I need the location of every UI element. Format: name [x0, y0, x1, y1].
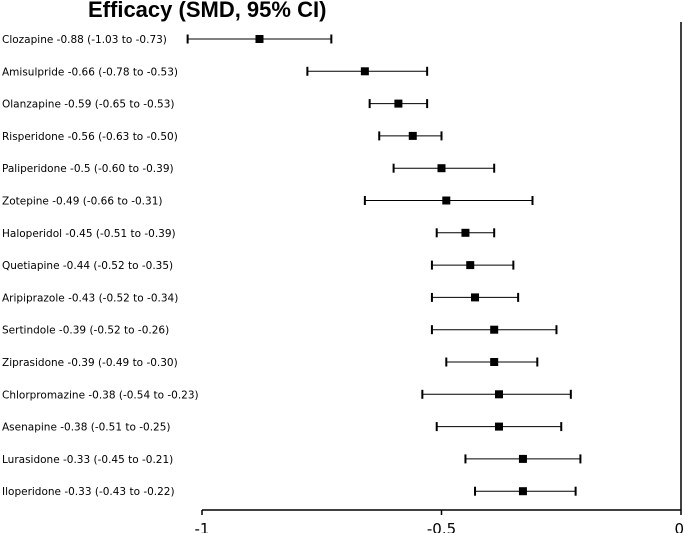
forest-row: Clozapine -0.88 (-1.03 to -0.73) [2, 34, 333, 46]
forest-rows: Clozapine -0.88 (-1.03 to -0.73) Amisulpr… [2, 34, 582, 498]
point-estimate-marker [360, 67, 369, 76]
forest-row: Quetiapine -0.44 (-0.52 to -0.35) [2, 260, 515, 272]
point-estimate-marker [394, 99, 403, 108]
row-label: Lurasidone -0.33 (-0.45 to -0.21) [2, 454, 173, 466]
row-label: Haloperidol -0.45 (-0.51 to -0.39) [2, 228, 176, 240]
forest-row: Sertindole -0.39 (-0.52 to -0.26) [2, 325, 558, 337]
forest-row: Olanzapine -0.59 (-0.65 to -0.53) [2, 99, 429, 111]
row-label: Zotepine -0.49 (-0.66 to -0.31) [2, 196, 162, 208]
x-tick-label: 0 [674, 520, 684, 533]
forest-row: Zotepine -0.49 (-0.66 to -0.31) [2, 196, 534, 208]
point-estimate-marker [518, 454, 527, 463]
row-label: Asenapine -0.38 (-0.51 to -0.25) [2, 422, 171, 434]
forest-row: Iloperidone -0.33 (-0.43 to -0.22) [2, 486, 577, 498]
x-tick-label: -0.5 [427, 520, 456, 533]
row-label: Clozapine -0.88 (-1.03 to -0.73) [2, 34, 167, 46]
point-estimate-marker [461, 228, 470, 237]
row-label: Paliperidone -0.5 (-0.60 to -0.39) [2, 163, 174, 175]
point-estimate-marker [408, 131, 417, 140]
point-estimate-marker [466, 261, 475, 270]
point-estimate-marker [437, 164, 446, 173]
chart-title: Efficacy (SMD, 95% CI) [88, 0, 326, 22]
row-label: Risperidone -0.56 (-0.63 to -0.50) [2, 131, 178, 143]
row-label: Sertindole -0.39 (-0.52 to -0.26) [2, 325, 169, 337]
point-estimate-marker [490, 358, 499, 366]
row-label: Chlorpromazine -0.38 (-0.54 to -0.23) [2, 389, 199, 401]
row-label: Quetiapine -0.44 (-0.52 to -0.35) [2, 260, 173, 272]
point-estimate-marker [442, 196, 451, 205]
row-label: Olanzapine -0.59 (-0.65 to -0.53) [2, 99, 175, 111]
point-estimate-marker [255, 35, 264, 43]
row-label: Amisulpride -0.66 (-0.78 to -0.53) [2, 66, 178, 78]
forest-row: Lurasidone -0.33 (-0.45 to -0.21) [2, 454, 582, 466]
forest-row: Asenapine -0.38 (-0.51 to -0.25) [2, 422, 563, 434]
forest-row: Chlorpromazine -0.38 (-0.54 to -0.23) [2, 389, 572, 401]
point-estimate-marker [494, 422, 503, 431]
point-estimate-marker [471, 293, 480, 302]
forest-row: Aripiprazole -0.43 (-0.52 to -0.34) [2, 292, 520, 304]
x-axis: -1 -0.5 0 [195, 22, 684, 533]
forest-row: Haloperidol -0.45 (-0.51 to -0.39) [2, 228, 496, 240]
point-estimate-marker [490, 325, 499, 334]
forest-row: Ziprasidone -0.39 (-0.49 to -0.30) [2, 357, 539, 369]
row-label: Aripiprazole -0.43 (-0.52 to -0.34) [2, 292, 178, 304]
point-estimate-marker [518, 487, 527, 496]
forest-row: Amisulpride -0.66 (-0.78 to -0.53) [2, 66, 429, 78]
forest-row: Paliperidone -0.5 (-0.60 to -0.39) [2, 163, 496, 175]
row-label: Ziprasidone -0.39 (-0.49 to -0.30) [2, 357, 178, 369]
point-estimate-marker [494, 390, 503, 399]
x-tick-label: -1 [195, 520, 210, 533]
row-label: Iloperidone -0.33 (-0.43 to -0.22) [2, 486, 175, 498]
forest-row: Risperidone -0.56 (-0.63 to -0.50) [2, 131, 443, 143]
